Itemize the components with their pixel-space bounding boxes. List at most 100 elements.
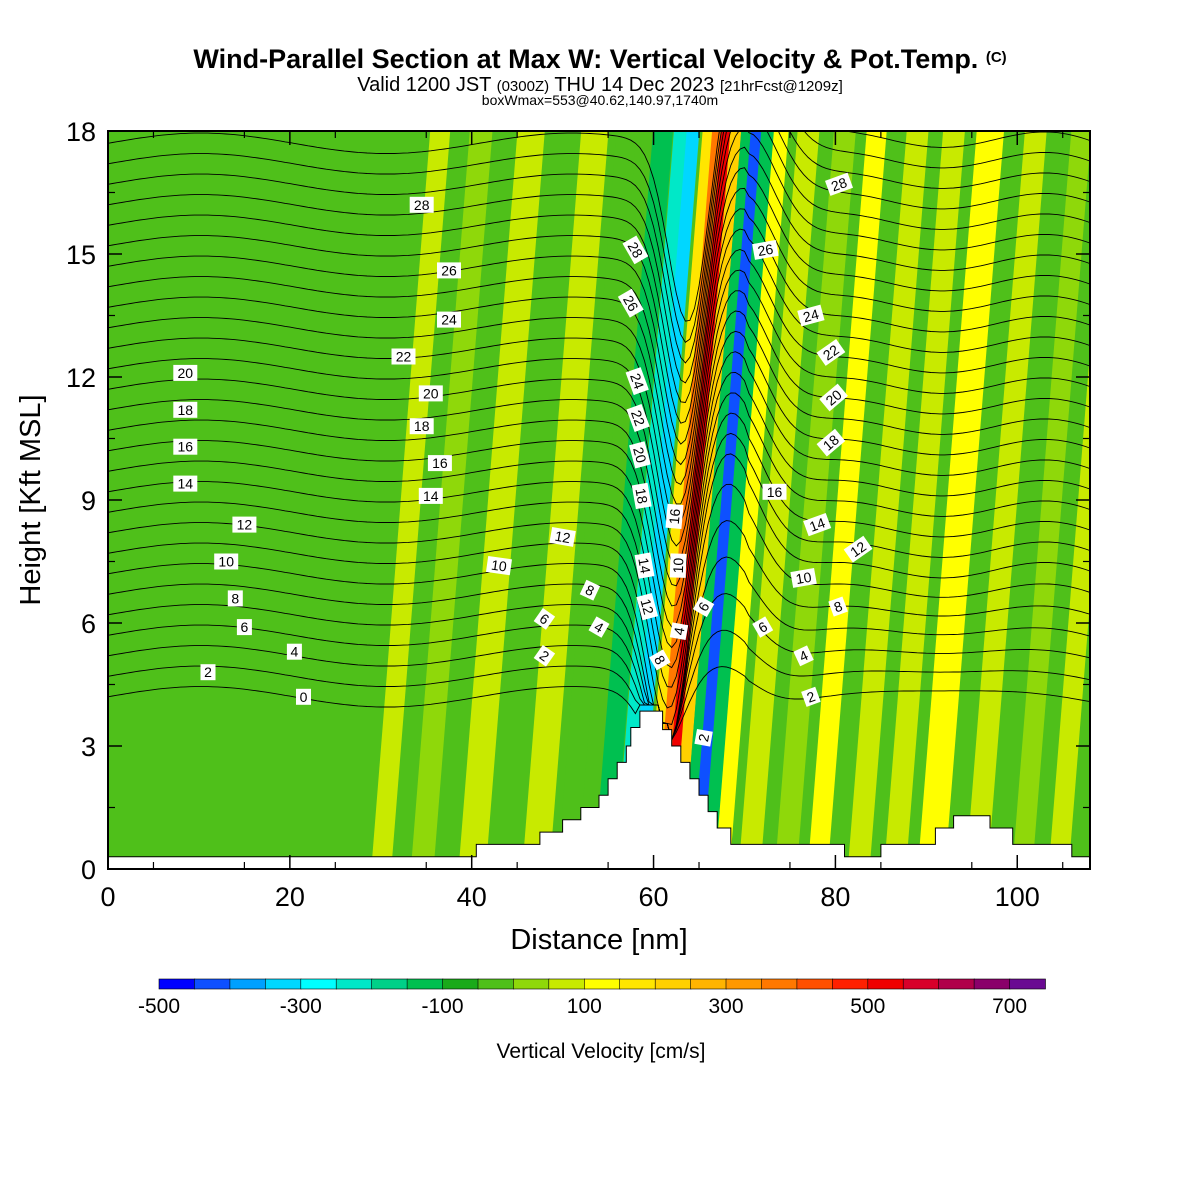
contour-label-text: 26	[441, 262, 457, 278]
y-tick-label: 15	[66, 240, 96, 270]
contour-label-text: 12	[637, 597, 657, 616]
contour-label-text: 10	[795, 569, 813, 587]
velocity-band	[807, 131, 887, 869]
contour-label: 22	[391, 348, 416, 365]
colorbar-swatch	[300, 978, 337, 990]
contour-label: 2	[200, 664, 216, 681]
contour-label-bg	[669, 553, 687, 578]
contour-label-text: 20	[178, 365, 194, 381]
x-tick-label: 100	[995, 882, 1040, 912]
colorbar-swatch	[832, 978, 869, 990]
contour-label-bg	[824, 172, 854, 196]
contour-label-bg	[669, 622, 689, 640]
contour-label: 12	[843, 535, 873, 563]
contour-label-bg	[816, 428, 846, 457]
contour-label-bg	[752, 239, 779, 260]
contour-label-bg	[409, 196, 434, 213]
contour-label: 28	[409, 196, 434, 213]
contour-label-bg	[418, 385, 443, 402]
colorbar-tick-label: -300	[280, 995, 322, 1018]
theta-contour-line	[108, 146, 1090, 445]
colorbar-swatch	[264, 978, 302, 990]
theta-contour-line	[108, 290, 1090, 587]
contour-label-bg	[227, 590, 243, 607]
y-tick-label: 9	[81, 486, 96, 516]
contour-label: 18	[173, 401, 198, 418]
y-tick-label: 0	[81, 855, 96, 885]
colorbar-swatch	[1009, 978, 1046, 990]
y-tick-label: 6	[81, 609, 96, 639]
contour-label-text: 20	[630, 445, 650, 464]
x-tick-label: 40	[457, 882, 487, 912]
contour-label: 14	[634, 552, 655, 579]
theta-contour-line	[108, 131, 1090, 364]
contour-label-bg	[625, 367, 649, 396]
contour-label-text: 28	[829, 174, 849, 194]
x-tick-label: 0	[100, 882, 115, 912]
velocity-band	[1048, 351, 1090, 869]
contour-label-bg	[629, 441, 651, 469]
contour-label: 24	[797, 304, 825, 327]
colorbar-tick-label: -100	[421, 995, 463, 1018]
contour-label-bg	[296, 688, 311, 705]
contour-label: 16	[173, 438, 198, 455]
contour-label: 24	[625, 367, 649, 396]
velocity-band	[847, 131, 929, 869]
contour-label-bg	[173, 401, 198, 418]
box-wmax-info: boxWmax=553@40.62,140.97,1740m	[481, 92, 719, 108]
contour-label-text: 10	[670, 557, 687, 573]
contour-label: 22	[816, 338, 846, 366]
contour-label: 2	[694, 729, 713, 747]
contour-label: 10	[486, 556, 512, 576]
contour-label: 20	[819, 383, 848, 412]
theta-contour-line	[108, 187, 1090, 485]
contour-label: 8	[649, 649, 671, 671]
contour-label: 22	[626, 403, 650, 433]
contour-label-bg	[533, 644, 556, 667]
contour-label: 6	[236, 619, 252, 636]
theta-contour-line	[108, 131, 1090, 322]
colorbar-swatch	[796, 978, 834, 990]
y-tick-label: 18	[66, 117, 96, 147]
contour-label-bg	[801, 686, 821, 707]
contour-label-text: 8	[231, 590, 239, 606]
contour-label: 4	[793, 645, 814, 667]
contour-label-text: 12	[237, 517, 253, 533]
x-tick-label: 60	[639, 882, 669, 912]
contour-label: 20	[418, 385, 443, 402]
x-axis-label: Distance [nm]	[510, 924, 687, 956]
contour-label-text: 10	[490, 557, 508, 575]
contour-label-bg	[631, 482, 652, 510]
y-tick-label: 12	[66, 363, 96, 393]
contour-label-bg	[617, 288, 644, 318]
colorbar: -500 -300 -100 100 300 500 700	[138, 978, 1046, 1018]
contour-label-text: 18	[632, 487, 650, 505]
contour-label-bg	[579, 579, 601, 601]
contour-label-text: 26	[756, 241, 774, 259]
contour-label-bg	[634, 552, 655, 579]
velocity-band	[410, 131, 493, 869]
valid-time-line: Valid 1200 JST (0300Z) THU 14 Dec 2023 […	[0, 74, 1200, 97]
theta-contour-line	[108, 432, 1090, 726]
contour-label: 20	[629, 441, 651, 469]
contour-label-bg	[200, 664, 216, 681]
colorbar-swatch	[583, 978, 621, 990]
contour-label: 8	[227, 590, 243, 607]
contour-label-text: 18	[178, 402, 194, 418]
contour-label: 12	[232, 516, 257, 533]
contour-label: 26	[437, 262, 461, 279]
contour-label-text: 12	[554, 528, 572, 546]
contour-label-bg	[236, 619, 252, 636]
contour-label-text: 14	[423, 488, 439, 504]
contour-label: 6	[533, 608, 556, 630]
contour-label-text: 14	[178, 476, 194, 492]
colorbar-swatch	[229, 978, 267, 990]
velocity-band	[557, 131, 637, 869]
contour-label: 10	[669, 553, 687, 578]
theta-contour-line	[108, 371, 1090, 669]
contour-label: 20	[173, 364, 198, 381]
contour-label: 28	[824, 172, 854, 196]
contour-label-text: 24	[627, 371, 647, 391]
